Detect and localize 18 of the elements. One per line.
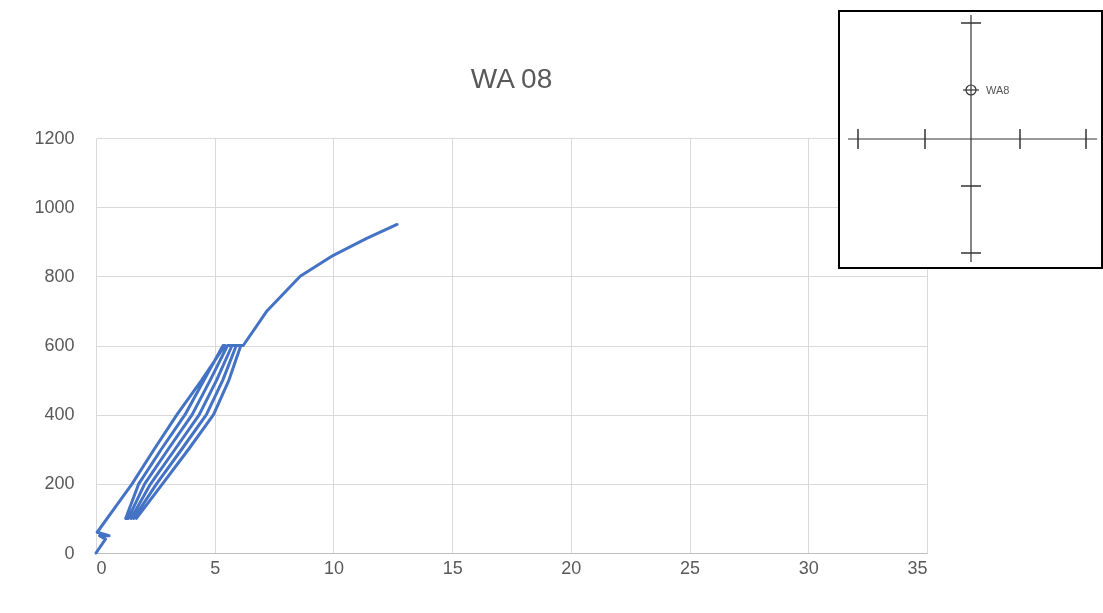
y-tick-label: 600 <box>44 335 75 355</box>
x-tick-label: 5 <box>210 557 221 578</box>
y-tick-label: 400 <box>44 404 75 425</box>
x-tick-label: 35 <box>907 557 928 578</box>
x-tick-label: 10 <box>323 557 344 578</box>
y-tick-label: 0 <box>64 542 75 563</box>
chart-title: WA 08 <box>470 63 553 94</box>
x-tick-label: 25 <box>680 557 701 578</box>
y-tick-label: 1200 <box>34 127 75 148</box>
crosshair-diagram: WA8 <box>838 10 1103 269</box>
y-tick-label: 800 <box>44 265 75 286</box>
x-tick-label: 15 <box>442 557 463 578</box>
y-tick-label: 200 <box>44 473 75 494</box>
x-tick-label: 0 <box>96 557 107 578</box>
y-tick-label: 1000 <box>34 196 75 217</box>
x-tick-label: 20 <box>561 557 582 578</box>
line-series <box>94 222 399 555</box>
x-tick-label: 30 <box>798 557 819 578</box>
